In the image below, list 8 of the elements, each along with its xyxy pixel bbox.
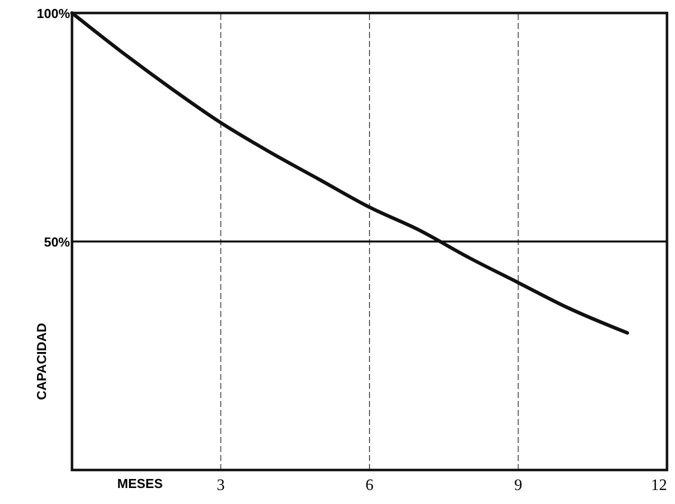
y-tick-label: 50%: [44, 234, 70, 250]
x-tick-label: 3: [216, 477, 225, 494]
x-tick-label: 6: [366, 477, 374, 494]
x-tick-label: 9: [514, 477, 522, 494]
x-axis-title: MESES: [117, 476, 164, 491]
y-tick-label: 100%: [36, 6, 70, 21]
x-tick-label: 12: [651, 477, 667, 494]
y-axis-title: CAPACIDAD: [34, 322, 49, 400]
